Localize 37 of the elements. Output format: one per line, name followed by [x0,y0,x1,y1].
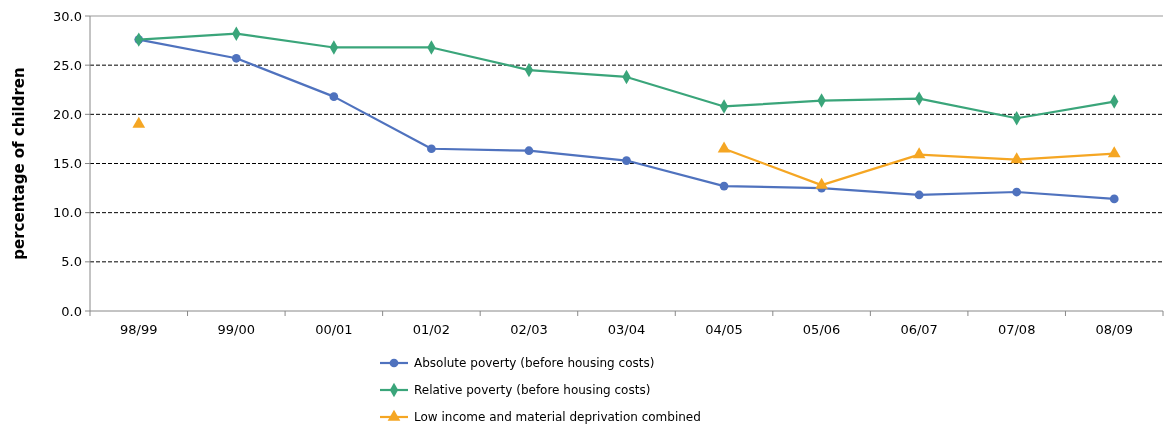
x-tick-label: 03/04 [607,322,646,337]
x-tick-label: 06/07 [900,322,938,337]
y-tick-label: 0.0 [61,303,82,319]
legend-label: Absolute poverty (before housing costs) [414,356,655,371]
y-tick-label: 5.0 [61,254,82,270]
point [524,146,534,156]
y-tick-label: 15.0 [53,156,82,172]
legend-label: Relative poverty (before housing costs) [414,383,651,398]
x-tick-label: 01/02 [412,322,451,337]
point [815,177,828,189]
x-tick-label: 04/05 [705,322,743,337]
y-tick-label: 30.0 [53,8,82,24]
point [622,156,631,165]
x-tick-label: 98/99 [120,322,158,337]
y-tick-label: 20.0 [53,106,82,122]
point [1010,152,1024,164]
x-tick-label: 00/01 [315,322,353,337]
y-axis-title: percentage of children [10,67,28,260]
point [1109,194,1119,204]
legend-label: Low income and material deprivation combined [414,410,701,425]
y-tick-label: 25.0 [53,57,82,73]
x-tick-label: 08/09 [1095,322,1133,337]
x-tick-label: 07/08 [997,322,1036,337]
point [132,116,146,128]
point [717,141,731,153]
x-tick-label: 02/03 [510,322,548,337]
point [329,92,339,101]
point [231,53,241,63]
point [914,190,924,200]
x-tick-label: 99/00 [217,322,256,337]
point [1107,146,1121,158]
y-tick-label: 10.0 [53,205,82,221]
point [719,181,729,191]
point [1012,187,1022,197]
x-tick-label: 05/06 [802,322,841,337]
point [427,144,436,154]
point [912,147,926,159]
